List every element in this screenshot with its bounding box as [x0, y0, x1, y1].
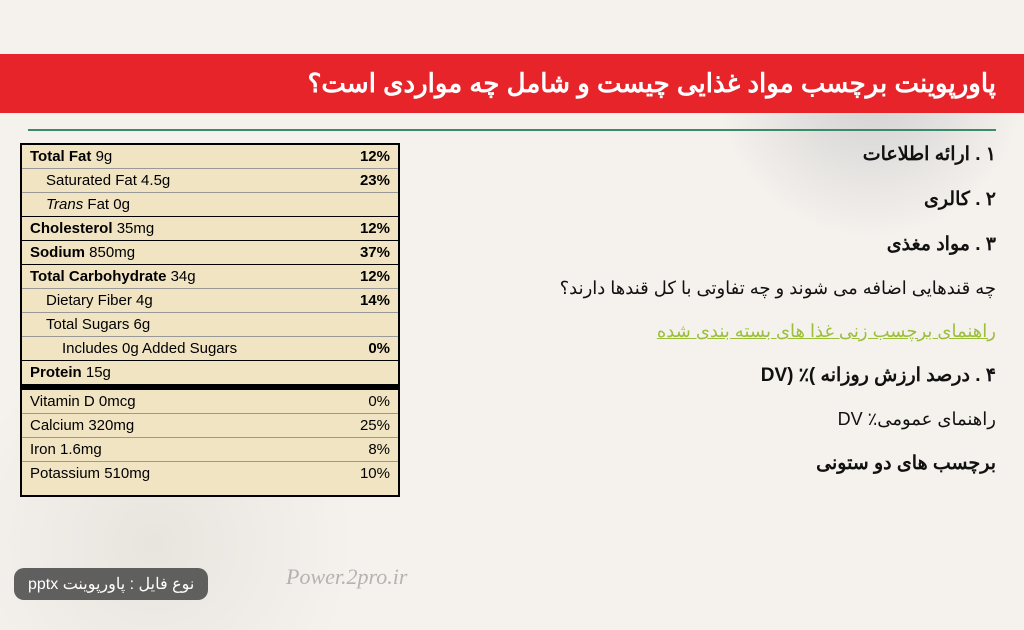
fiber-pct: 14%	[360, 292, 390, 309]
total-fat-label: Total Fat	[30, 148, 91, 165]
vitd-pct: 0%	[368, 393, 390, 410]
row-potassium: Potassium 510mg 10%	[22, 461, 398, 485]
question-text: چه قندهایی اضافه می شوند و چه تفاوتی با …	[440, 278, 996, 299]
row-iron: Iron 1.6mg 8%	[22, 437, 398, 461]
text-content: ۱ . ارائه اطلاعات ۲ . کالری ۳ . مواد مغذ…	[440, 143, 1004, 497]
sodium-pct: 37%	[360, 244, 390, 261]
row-trans-fat: Trans Fat 0g	[22, 192, 398, 216]
cholesterol-pct: 12%	[360, 220, 390, 237]
sat-fat-label: Saturated Fat 4.5g	[46, 172, 170, 189]
protein-label: Protein	[30, 364, 82, 381]
watermark-text: Power.2pro.ir	[286, 564, 407, 590]
slide-title-bar: پاورپوینت برچسب مواد غذایی چیست و شامل چ…	[0, 54, 1024, 113]
slide-title: پاورپوینت برچسب مواد غذایی چیست و شامل چ…	[308, 68, 996, 98]
row-carb: Total Carbohydrate 34g 12%	[22, 264, 398, 288]
carb-pct: 12%	[360, 268, 390, 285]
row-fiber: Dietary Fiber 4g 14%	[22, 288, 398, 312]
sat-fat-pct: 23%	[360, 172, 390, 189]
dv-guide-text: راهنمای عمومی٪ DV	[440, 409, 996, 430]
protein-value: 15g	[86, 364, 111, 381]
added-sugars-label: Includes 0g Added Sugars	[62, 340, 237, 357]
guide-link[interactable]: راهنمای برچسب زنی غذا های بسته بندی شده	[440, 321, 996, 342]
row-sat-fat: Saturated Fat 4.5g 23%	[22, 168, 398, 192]
cholesterol-label: Cholesterol	[30, 220, 113, 237]
row-calcium: Calcium 320mg 25%	[22, 413, 398, 437]
file-type-badge: نوع فایل : پاورپوینت pptx	[14, 568, 208, 600]
row-vitamin-d: Vitamin D 0mcg 0%	[22, 384, 398, 413]
cholesterol-value: 35mg	[117, 220, 155, 237]
sodium-value: 850mg	[89, 244, 135, 261]
potassium-label: Potassium 510mg	[30, 465, 150, 482]
list-item-1: ۱ . ارائه اطلاعات	[440, 143, 996, 166]
row-cholesterol: Cholesterol 35mg 12%	[22, 216, 398, 240]
row-sodium: Sodium 850mg 37%	[22, 240, 398, 264]
carb-label: Total Carbohydrate	[30, 268, 166, 285]
iron-pct: 8%	[368, 441, 390, 458]
added-sugars-pct: 0%	[368, 340, 390, 357]
potassium-pct: 10%	[360, 465, 390, 482]
sugars-label: Total Sugars 6g	[46, 316, 150, 333]
sodium-label: Sodium	[30, 244, 85, 261]
row-total-fat: Total Fat 9g 12%	[22, 145, 398, 168]
row-protein: Protein 15g	[22, 360, 398, 384]
carb-value: 34g	[171, 268, 196, 285]
iron-label: Iron 1.6mg	[30, 441, 102, 458]
row-sugars: Total Sugars 6g	[22, 312, 398, 336]
list-item-4: ۴ . درصد ارزش روزانه )٪ (DV	[440, 364, 996, 387]
row-added-sugars: Includes 0g Added Sugars 0%	[22, 336, 398, 360]
trans-fat-post: Fat 0g	[83, 196, 130, 213]
vitd-label: Vitamin D 0mcg	[30, 393, 136, 410]
nutrition-facts-panel: Total Fat 9g 12% Saturated Fat 4.5g 23% …	[20, 143, 400, 497]
content-area: Total Fat 9g 12% Saturated Fat 4.5g 23% …	[0, 143, 1024, 497]
list-item-5: برچسب های دو ستونی	[440, 452, 996, 475]
total-fat-value: 9g	[96, 148, 113, 165]
divider-line	[28, 129, 996, 131]
calcium-pct: 25%	[360, 417, 390, 434]
calcium-label: Calcium 320mg	[30, 417, 134, 434]
fiber-label: Dietary Fiber 4g	[46, 292, 153, 309]
list-item-2: ۲ . کالری	[440, 188, 996, 211]
trans-fat-pre: Trans	[46, 196, 83, 213]
total-fat-pct: 12%	[360, 148, 390, 165]
list-item-3: ۳ . مواد مغذی	[440, 233, 996, 256]
